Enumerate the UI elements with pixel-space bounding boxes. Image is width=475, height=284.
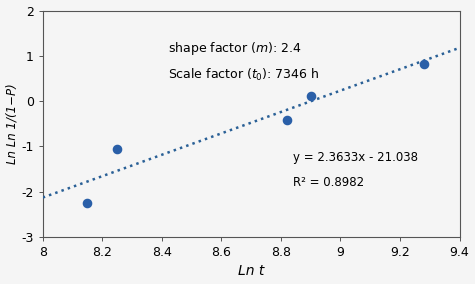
Text: shape factor ($m$): 2.4: shape factor ($m$): 2.4 (168, 40, 301, 57)
Text: y = 2.3633x - 21.038: y = 2.3633x - 21.038 (293, 151, 418, 164)
Point (307, 93, 314, 98)
Point (283, 118, 291, 122)
Text: R² = 0.8982: R² = 0.8982 (293, 176, 364, 189)
Point (84, 201, 91, 205)
X-axis label: Ln t: Ln t (238, 264, 265, 278)
Y-axis label: Ln Ln 1/(1−P): Ln Ln 1/(1−P) (6, 83, 19, 164)
Point (420, 62, 428, 66)
Point (114, 146, 121, 151)
Text: Scale factor ($t_0$): 7346 h: Scale factor ($t_0$): 7346 h (168, 67, 319, 83)
